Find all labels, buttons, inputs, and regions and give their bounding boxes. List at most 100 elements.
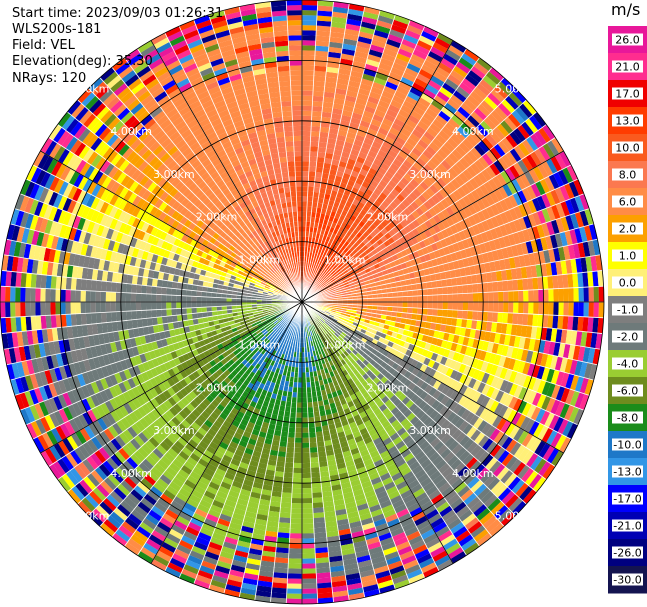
velocity-gate <box>528 252 536 266</box>
velocity-gate <box>549 355 559 370</box>
velocity-gate <box>407 307 413 314</box>
velocity-gate <box>487 282 493 293</box>
velocity-gate <box>356 254 364 261</box>
velocity-gate <box>584 208 594 226</box>
velocity-gate <box>334 240 341 248</box>
velocity-gate <box>316 15 332 22</box>
velocity-gate <box>362 295 368 299</box>
velocity-gate <box>486 341 495 353</box>
velocity-gate <box>476 57 493 72</box>
velocity-gate <box>451 317 458 327</box>
velocity-gate <box>454 268 462 278</box>
velocity-gate <box>445 206 455 217</box>
velocity-gate <box>497 157 509 171</box>
velocity-gate <box>452 351 460 362</box>
velocity-gate <box>348 122 360 130</box>
velocity-gate <box>447 74 462 87</box>
velocity-gate <box>517 124 531 140</box>
velocity-gate <box>572 273 579 288</box>
velocity-gate <box>569 390 580 407</box>
velocity-gate <box>302 211 307 217</box>
velocity-gate <box>318 266 323 272</box>
velocity-gate <box>542 276 549 290</box>
velocity-gate <box>486 251 495 263</box>
velocity-gate <box>403 141 415 152</box>
velocity-gate <box>348 80 361 89</box>
velocity-gate <box>314 547 329 554</box>
velocity-gate <box>293 452 302 459</box>
velocity-gate <box>401 38 417 50</box>
velocity-gate <box>461 52 477 66</box>
velocity-gate <box>498 236 507 249</box>
velocity-gate <box>396 85 410 96</box>
velocity-gate <box>481 168 492 182</box>
velocity-gate <box>507 279 514 292</box>
velocity-gate <box>404 323 411 331</box>
velocity-gate <box>460 183 471 196</box>
velocity-gate <box>435 114 448 126</box>
velocity-gate <box>480 320 488 332</box>
velocity-gate <box>509 130 522 146</box>
velocity-gate <box>345 274 352 280</box>
velocity-gate <box>437 163 448 175</box>
velocity-gate <box>343 141 354 149</box>
velocity-gate <box>407 222 416 231</box>
velocity-gate <box>451 148 463 161</box>
velocity-gate <box>375 104 388 114</box>
velocity-gate <box>517 278 524 291</box>
velocity-gate <box>503 116 518 131</box>
velocity-gate <box>337 249 344 256</box>
velocity-gate <box>423 130 436 142</box>
velocity-gate <box>531 197 542 212</box>
velocity-gate <box>404 29 421 40</box>
velocity-gate <box>439 86 453 99</box>
velocity-gate <box>393 57 409 68</box>
velocity-gate <box>535 264 543 278</box>
velocity-gate <box>489 162 501 176</box>
velocity-gate <box>353 182 362 190</box>
velocity-gate <box>399 163 410 173</box>
velocity-gate <box>440 198 450 209</box>
velocity-gate <box>530 264 538 278</box>
velocity-gate <box>315 283 320 288</box>
velocity-gate <box>420 213 429 223</box>
velocity-gate <box>312 201 318 208</box>
velocity-gate <box>420 30 437 42</box>
velocity-gate <box>428 103 442 115</box>
velocity-gate <box>412 331 419 340</box>
velocity-gate <box>311 111 322 117</box>
velocity-gate <box>462 153 475 166</box>
velocity-gate <box>352 277 359 283</box>
velocity-gate <box>344 316 350 321</box>
velocity-gate <box>480 272 488 284</box>
velocity-gate <box>373 136 385 146</box>
velocity-gate <box>453 232 462 243</box>
velocity-gate <box>441 208 451 219</box>
velocity-gate <box>593 302 599 318</box>
velocity-gate <box>354 50 369 59</box>
velocity-gate <box>562 274 569 289</box>
velocity-gate <box>406 62 421 74</box>
velocity-gate <box>453 200 464 212</box>
velocity-gate <box>347 85 360 93</box>
velocity-gate <box>592 270 599 287</box>
velocity-gate <box>406 169 417 179</box>
velocity-gate <box>414 197 424 207</box>
velocity-gate <box>476 222 486 234</box>
velocity-gate <box>327 51 342 59</box>
velocity-gate <box>550 369 560 385</box>
velocity-gate <box>564 183 575 200</box>
velocity-gate <box>426 335 434 344</box>
velocity-gate <box>517 159 529 174</box>
velocity-gate <box>577 242 586 258</box>
velocity-gate <box>349 75 362 84</box>
velocity-gate <box>527 199 537 214</box>
velocity-gate <box>330 262 336 269</box>
velocity-gate <box>357 302 363 306</box>
velocity-gate <box>431 258 439 267</box>
velocity-gate <box>408 151 420 162</box>
velocity-gate <box>388 71 403 82</box>
velocity-gate <box>297 377 302 383</box>
velocity-gate <box>306 216 311 222</box>
velocity-gate <box>482 292 489 302</box>
